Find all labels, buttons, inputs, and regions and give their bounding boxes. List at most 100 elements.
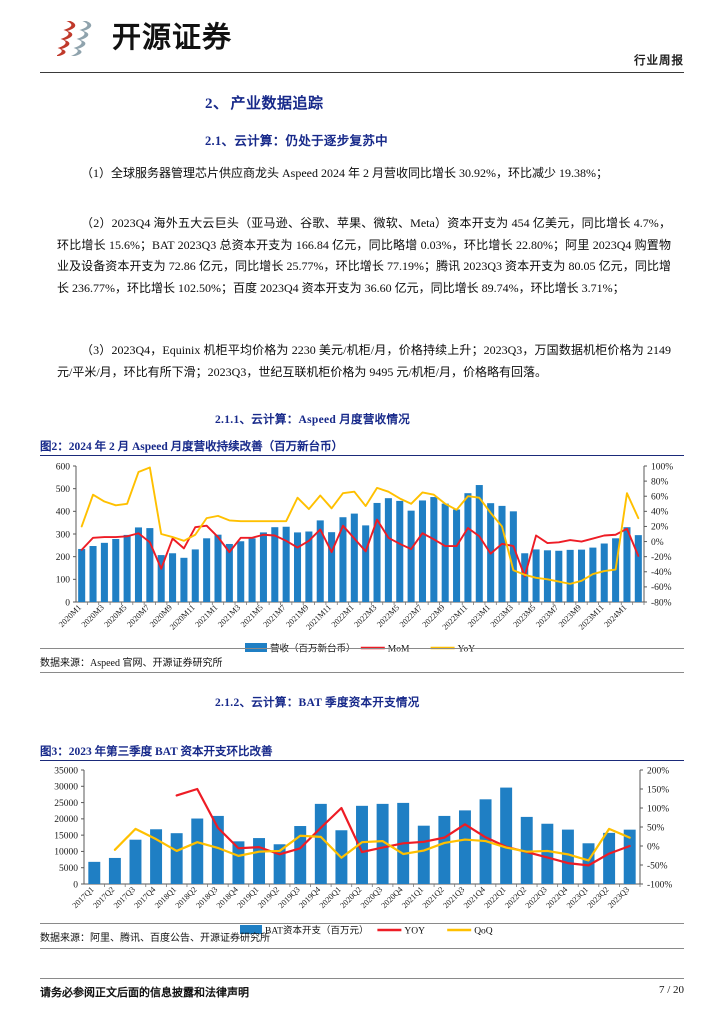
svg-text:2019Q3: 2019Q3 <box>277 885 302 910</box>
svg-text:500: 500 <box>56 485 71 495</box>
svg-text:100%: 100% <box>651 462 673 472</box>
svg-text:2022M5: 2022M5 <box>375 603 401 629</box>
paragraph-1: （1）全球服务器管理芯片供应商龙头 Aspeed 2024 年 2 月营收同比增… <box>81 166 608 180</box>
svg-text:2023M5: 2023M5 <box>512 603 538 629</box>
svg-text:-40%: -40% <box>651 568 672 578</box>
svg-text:2023M7: 2023M7 <box>534 603 560 629</box>
paragraph-3: （3）2023Q4，Equinix 机柜平均价格为 2230 美元/机柜/月，价… <box>57 343 671 379</box>
logo-mark-icon <box>54 18 103 58</box>
svg-text:2022Q1: 2022Q1 <box>483 885 508 910</box>
doc-type-label: 行业周报 <box>634 55 684 67</box>
svg-text:2022M3: 2022M3 <box>352 603 378 629</box>
svg-text:20%: 20% <box>651 523 669 533</box>
svg-text:2020M1: 2020M1 <box>57 603 83 629</box>
svg-text:2024M1: 2024M1 <box>602 603 628 629</box>
footer-page-number: 7 / 20 <box>658 984 684 996</box>
svg-text:2019Q1: 2019Q1 <box>235 885 260 910</box>
svg-text:2017Q3: 2017Q3 <box>112 885 137 910</box>
svg-text:2017Q2: 2017Q2 <box>91 885 116 910</box>
svg-text:100: 100 <box>56 576 71 586</box>
svg-text:2021M1: 2021M1 <box>193 603 219 629</box>
brand-logo: 开源证券 <box>54 18 233 58</box>
svg-text:MoM: MoM <box>388 644 410 654</box>
svg-text:2017Q4: 2017Q4 <box>132 885 157 910</box>
bat-capex-chart: 0 5000 10000 15000 20000 25000 30000 35000 -100%… <box>54 766 672 936</box>
svg-text:2020M11: 2020M11 <box>168 603 197 632</box>
svg-text:2023Q3: 2023Q3 <box>606 885 631 910</box>
aspeed-monthly-revenue-chart: 0 100 200 300 400 500 600 -80% -60% -40% -20% 0% 20%… <box>56 462 674 654</box>
svg-text:2021M3: 2021M3 <box>216 603 242 629</box>
section-heading-2: 2、 产业数据追踪 <box>205 92 324 113</box>
svg-text:2022M1: 2022M1 <box>330 603 356 629</box>
svg-text:0: 0 <box>65 598 70 608</box>
svg-text:60%: 60% <box>651 493 669 503</box>
figure2-source-rule <box>40 648 684 649</box>
svg-text:2018Q3: 2018Q3 <box>194 885 219 910</box>
svg-text:2022M11: 2022M11 <box>441 603 470 632</box>
figure3-top-rule <box>40 760 684 761</box>
svg-text:2020M3: 2020M3 <box>80 603 106 629</box>
brand-name: 开源证券 <box>112 21 233 54</box>
svg-text:80%: 80% <box>651 477 669 487</box>
svg-text:0%: 0% <box>647 842 660 852</box>
svg-text:2021M5: 2021M5 <box>239 603 265 629</box>
svg-text:15000: 15000 <box>54 831 78 841</box>
svg-text:40%: 40% <box>651 508 669 518</box>
figure2-bottom-rule <box>40 672 684 673</box>
figure2-chart: 0 100 200 300 400 500 600 -80% -60% -40% -20% 0% 20%… <box>40 458 684 658</box>
svg-text:2019Q2: 2019Q2 <box>256 885 281 910</box>
svg-text:YoY: YoY <box>458 644 476 654</box>
svg-text:2022Q2: 2022Q2 <box>503 885 528 910</box>
svg-text:2022Q4: 2022Q4 <box>544 885 569 910</box>
svg-text:QoQ: QoQ <box>474 926 493 936</box>
svg-text:2020Q2: 2020Q2 <box>338 885 363 910</box>
svg-text:150%: 150% <box>647 785 669 795</box>
svg-text:0%: 0% <box>651 538 664 548</box>
svg-text:2023Q1: 2023Q1 <box>565 885 590 910</box>
paragraph-2: （2）2023Q4 海外五大云巨头（亚马逊、谷歌、苹果、微软、Meta）资本开支… <box>57 216 671 295</box>
header-divider <box>40 72 684 73</box>
svg-text:0: 0 <box>73 880 78 890</box>
svg-text:600: 600 <box>56 462 71 472</box>
figure3-chart: 0 5000 10000 15000 20000 25000 30000 35000 -100%… <box>40 762 684 940</box>
section-heading-3-title: 云计算：仍处于逐步复苏中 <box>234 134 388 148</box>
figure2-caption: 图2：2024 年 2 月 Aspeed 月度营收持续改善（百万新台币） <box>40 441 344 453</box>
figure3-caption: 图3：2023 年第三季度 BAT 资本开支环比改善 <box>40 746 273 758</box>
svg-text:200%: 200% <box>647 766 669 776</box>
page-header: 开源证券 行业周报 <box>0 0 724 78</box>
footer-divider <box>40 978 684 979</box>
section-heading-3: 2.1、云计算：仍处于逐步复苏中 <box>205 130 388 149</box>
footer-note: 请务必参阅正文后面的信息披露和法律声明 <box>40 987 249 999</box>
svg-text:2018Q1: 2018Q1 <box>153 885 178 910</box>
svg-text:2021Q2: 2021Q2 <box>421 885 446 910</box>
figure3-bottom-rule <box>40 948 684 949</box>
section-heading-2-title: 产业数据追踪 <box>230 96 324 112</box>
svg-text:2018Q2: 2018Q2 <box>174 885 199 910</box>
svg-text:100%: 100% <box>647 804 669 814</box>
svg-text:2023Q2: 2023Q2 <box>585 885 610 910</box>
section-heading-4-1: 2.1.1、云计算：Aspeed 月度营收情况 <box>215 414 411 426</box>
svg-text:2020Q1: 2020Q1 <box>318 885 343 910</box>
section-heading-4-2: 2.1.2、云计算：BAT 季度资本开支情况 <box>215 697 420 709</box>
figure2-source: 数据来源：Aspeed 官网、开源证券研究所 <box>40 658 223 669</box>
svg-text:2021Q3: 2021Q3 <box>441 885 466 910</box>
svg-text:2019Q4: 2019Q4 <box>297 885 322 910</box>
svg-text:2021Q4: 2021Q4 <box>462 885 487 910</box>
figure3-source-rule <box>40 923 684 924</box>
svg-text:-50%: -50% <box>647 861 668 871</box>
svg-text:5000: 5000 <box>59 864 78 874</box>
svg-text:-100%: -100% <box>647 880 672 890</box>
svg-text:300: 300 <box>56 530 71 540</box>
svg-text:20000: 20000 <box>54 815 78 825</box>
svg-text:200: 200 <box>56 553 71 563</box>
svg-text:-60%: -60% <box>651 583 672 593</box>
section-heading-3-num: 2.1、 <box>205 134 235 148</box>
svg-text:2018Q4: 2018Q4 <box>215 885 240 910</box>
svg-text:2020Q4: 2020Q4 <box>380 885 405 910</box>
svg-text:2021Q1: 2021Q1 <box>400 885 425 910</box>
figure2-top-rule <box>40 455 684 456</box>
svg-text:50%: 50% <box>647 823 665 833</box>
svg-text:400: 400 <box>56 508 71 518</box>
svg-text:2022Q3: 2022Q3 <box>524 885 549 910</box>
